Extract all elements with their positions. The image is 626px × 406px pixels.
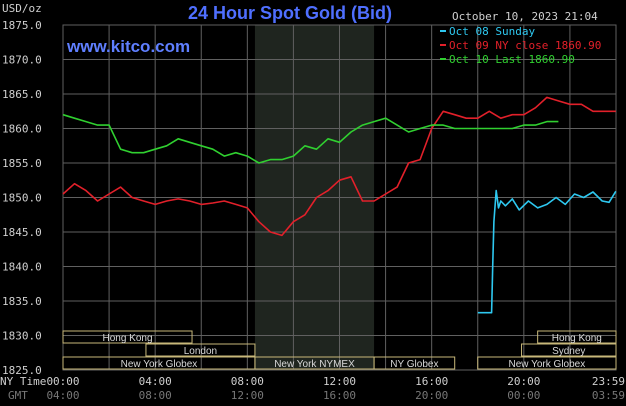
session-label: Hong Kong [102, 333, 152, 344]
chart-title: 24 Hour Spot Gold (Bid) [188, 3, 392, 23]
ny-time-label: NY Time [0, 375, 46, 388]
x-tick-label-gmt: 16:00 [323, 389, 356, 402]
legend-label: Oct 09 NY close 1860.90 [449, 39, 601, 52]
x-tick-label-ny: 23:59 [592, 375, 625, 388]
session-hong-kong-1: Hong Kong [62, 330, 193, 344]
series-oct09-line [62, 96, 616, 237]
x-tick-label-gmt: 08:00 [139, 389, 172, 402]
session-label: Hong Kong [552, 333, 602, 344]
series-oct08-line [477, 189, 617, 314]
y-tick-label: 1825.0 [2, 364, 42, 377]
x-tick-label-ny: 20:00 [507, 375, 540, 388]
x-tick-label-ny: 04:00 [139, 375, 172, 388]
session-ny-globex-3: New York Globex [477, 356, 617, 370]
session-label: London [184, 346, 217, 357]
session-label: NY Globex [390, 359, 438, 370]
session-box [373, 356, 456, 370]
session-london: London [145, 343, 256, 357]
trading-sessions: Hong Kong Hong Kong London Sydney New York G… [62, 330, 617, 370]
y-tick-label: 1840.0 [2, 261, 42, 274]
legend-oct09: Oct 09 NY close 1860.90 [440, 39, 601, 52]
y-axis-ticks: 1825.0 1830.0 1835.0 1840.0 1845.0 1850.0 1855… [2, 19, 42, 377]
y-tick-label: 1870.0 [2, 54, 42, 67]
legend-label: Oct 10 Last 1860.90 [449, 53, 575, 66]
y-tick-label: 1835.0 [2, 295, 42, 308]
y-tick-label: 1860.0 [2, 123, 42, 136]
legend-label: Oct 08 Sunday [449, 25, 535, 38]
y-tick-label: 1845.0 [2, 226, 42, 239]
session-ny-globex-2: NY Globex [373, 356, 456, 370]
session-label: New York NYMEX [274, 359, 355, 370]
session-box [62, 330, 193, 344]
watermark: www.kitco.com [66, 37, 190, 56]
session-box [477, 356, 617, 370]
session-label: Sydney [552, 346, 585, 357]
y-axis-unit: USD/oz [2, 2, 42, 15]
x-axis-ticks: 00:00 04:00 08:00 12:00 16:00 20:00 23:5904:00… [46, 375, 625, 402]
legend-oct10: Oct 10 Last 1860.90 [440, 53, 575, 66]
series-oct10-line [62, 113, 559, 164]
y-tick-label: 1850.0 [2, 192, 42, 205]
x-tick-label-ny: 12:00 [323, 375, 356, 388]
x-tick-label-gmt: 12:00 [231, 389, 264, 402]
gmt-label: GMT [8, 389, 28, 402]
session-box [537, 330, 617, 344]
x-tick-label-gmt: 04:00 [46, 389, 79, 402]
x-tick-label-gmt: 00:00 [507, 389, 540, 402]
timestamp: October 10, 2023 21:04 [452, 10, 598, 23]
x-tick-label-ny: 00:00 [46, 375, 79, 388]
grid-lines [62, 24, 617, 371]
x-tick-label-gmt: 20:00 [415, 389, 448, 402]
y-tick-label: 1875.0 [2, 19, 42, 32]
session-label: New York Globex [509, 359, 586, 370]
session-box [145, 343, 256, 357]
x-tick-label-gmt: 03:59 [592, 389, 625, 402]
price-series [62, 96, 617, 314]
x-tick-label-ny: 08:00 [231, 375, 264, 388]
session-box [521, 343, 617, 357]
y-tick-label: 1865.0 [2, 88, 42, 101]
y-tick-label: 1855.0 [2, 157, 42, 170]
session-hong-kong-2: Hong Kong [537, 330, 617, 344]
session-label: New York Globex [121, 359, 198, 370]
legend-oct08: Oct 08 Sunday [440, 25, 535, 38]
x-tick-label-ny: 16:00 [415, 375, 448, 388]
session-sydney: Sydney [521, 343, 617, 357]
y-tick-label: 1830.0 [2, 330, 42, 343]
